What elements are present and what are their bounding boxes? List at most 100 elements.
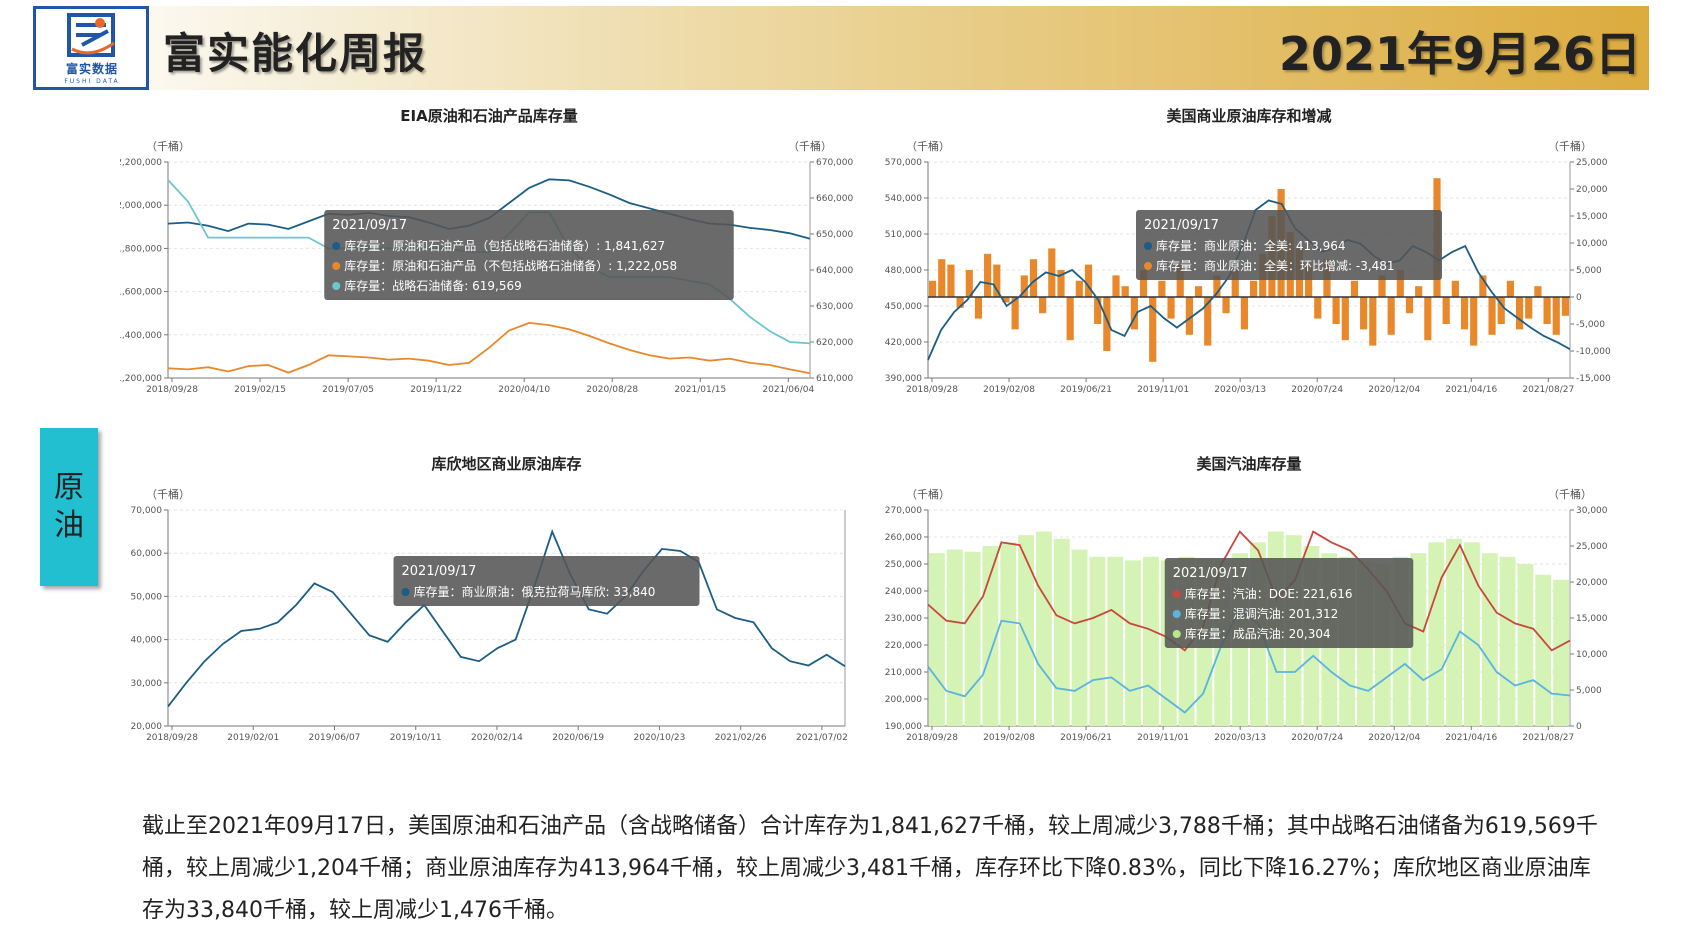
bar bbox=[1396, 270, 1404, 297]
bar bbox=[1167, 297, 1175, 319]
y-right-tick-label: 5,000 bbox=[1576, 686, 1602, 696]
bar bbox=[1018, 535, 1034, 726]
x-tick-label: 2021/01/15 bbox=[674, 385, 726, 395]
tooltip-marker-icon bbox=[332, 242, 341, 250]
x-tick-label: 2019/06/21 bbox=[1060, 385, 1112, 395]
x-tick-label: 2018/09/28 bbox=[906, 733, 958, 743]
tooltip-line: 库存量：原油和石油产品（包括战略石油储备）: 1,841,627 bbox=[344, 238, 665, 253]
bar bbox=[1424, 297, 1432, 341]
x-tick-label: 2020/10/23 bbox=[634, 733, 686, 743]
bar bbox=[1158, 280, 1166, 297]
chart-us-crude-inventory: 美国商业原油库存和增减 （千桶） （千桶） 390,000 420,000 450,000… bbox=[880, 100, 1620, 430]
tooltip-box bbox=[324, 210, 734, 300]
bar bbox=[1525, 297, 1533, 319]
y-right-tick-label: 610,000 bbox=[816, 374, 853, 384]
y-right-tick-label: 0 bbox=[1576, 293, 1582, 303]
bar bbox=[1194, 286, 1203, 297]
y-left-tick-label: 240,000 bbox=[885, 587, 922, 597]
bar bbox=[1341, 297, 1349, 341]
y-left-tick-label: 190,000 bbox=[885, 722, 922, 732]
y-right-tick-label: 620,000 bbox=[816, 338, 853, 348]
bar bbox=[1360, 297, 1368, 330]
left-axis-unit: （千桶） bbox=[146, 487, 190, 501]
y-left-tick-label: 420,000 bbox=[885, 338, 922, 348]
y-left-tick-label: 2,000,000 bbox=[120, 201, 162, 211]
x-tick-label: 2020/04/10 bbox=[498, 385, 550, 395]
x-tick-label: 2019/07/05 bbox=[322, 385, 374, 395]
y-right-tick-label: 10,000 bbox=[1576, 650, 1608, 660]
tooltip: 2021/09/17 库存量：商业原油：俄克拉荷马库欣: 33,840 bbox=[393, 556, 700, 606]
y-right-tick-label: 640,000 bbox=[816, 266, 853, 276]
tooltip-line: 库存量：混调汽油: 201,312 bbox=[1185, 606, 1338, 621]
bar bbox=[984, 253, 992, 297]
tooltip-line: 库存量：汽油：DOE: 221,616 bbox=[1185, 586, 1353, 601]
right-axis-unit: （千桶） bbox=[1548, 487, 1592, 501]
y-left-tick-label: 1,600,000 bbox=[120, 288, 162, 298]
bar bbox=[946, 549, 963, 726]
x-tick-label: 2020/03/13 bbox=[1214, 385, 1266, 395]
bar bbox=[1066, 297, 1074, 341]
bar bbox=[1561, 297, 1569, 316]
bar bbox=[1305, 264, 1313, 297]
y-right-tick-label: 10,000 bbox=[1576, 239, 1608, 249]
summary-paragraph: 截止至2021年09月17日，美国原油和石油产品（含战略储备）合计库存为1,84… bbox=[142, 814, 1598, 923]
y-left-tick-label: 230,000 bbox=[885, 614, 922, 624]
y-left-tick-label: 200,000 bbox=[885, 695, 922, 705]
bar bbox=[1222, 297, 1230, 314]
x-tick-label: 2020/12/04 bbox=[1368, 733, 1420, 743]
y-left-tick-label: 480,000 bbox=[885, 266, 922, 276]
tooltip: 2021/09/17 库存量：汽油：DOE: 221,616 库存量：混调汽油: 2… bbox=[1164, 558, 1414, 648]
report-title: 富实能化周报 bbox=[163, 29, 428, 78]
tooltip-marker-icon bbox=[1172, 610, 1181, 618]
tooltip-marker-icon bbox=[401, 588, 410, 596]
x-tick-label: 2020/07/24 bbox=[1291, 733, 1343, 743]
bar bbox=[1125, 560, 1141, 726]
y-left-tick-label: 540,000 bbox=[885, 194, 922, 204]
x-tick-label: 2020/02/14 bbox=[471, 733, 523, 743]
bar bbox=[1506, 280, 1514, 297]
tooltip: 2021/09/17 库存量：商业原油：全美: 413,964 库存量：商业原油：全… bbox=[1136, 210, 1442, 280]
bar bbox=[1075, 280, 1083, 297]
tooltip-date: 2021/09/17 bbox=[1144, 218, 1219, 233]
bar bbox=[1464, 542, 1480, 726]
x-tick-label: 2021/08/27 bbox=[1522, 733, 1574, 743]
bar bbox=[1029, 259, 1038, 297]
bar bbox=[1112, 275, 1120, 297]
tooltip-marker-icon bbox=[1172, 590, 1181, 598]
bar bbox=[1240, 297, 1248, 330]
tooltip: 2021/09/17 库存量：原油和石油产品（包括战略石油储备）: 1,841,6… bbox=[324, 210, 734, 300]
x-tick-label: 2019/02/01 bbox=[227, 733, 279, 743]
tooltip-box bbox=[1164, 558, 1414, 648]
bar bbox=[1515, 297, 1524, 330]
y-right-tick-label: 5,000 bbox=[1576, 266, 1602, 276]
tooltip-marker-icon bbox=[332, 262, 341, 270]
bar bbox=[1442, 297, 1450, 324]
bar bbox=[1011, 297, 1019, 330]
bar bbox=[1415, 286, 1423, 297]
series-line bbox=[167, 529, 846, 708]
x-tick-label: 2021/02/26 bbox=[715, 733, 767, 743]
bar bbox=[956, 297, 964, 308]
y-left-tick-label: 250,000 bbox=[885, 560, 922, 570]
y-left-tick-label: 390,000 bbox=[885, 374, 922, 384]
header-banner bbox=[33, 6, 1649, 90]
chart-title: 美国商业原油库存和增减 bbox=[1166, 107, 1331, 125]
x-tick-label: 2019/10/11 bbox=[390, 733, 442, 743]
left-axis-unit: （千桶） bbox=[906, 139, 950, 153]
bar bbox=[947, 264, 955, 297]
y-left-tick-label: 1,200,000 bbox=[120, 374, 162, 384]
series-line bbox=[927, 530, 1571, 652]
x-tick-label: 2021/06/04 bbox=[762, 385, 814, 395]
tooltip-line: 库存量：商业原油：全美: 413,964 bbox=[1156, 238, 1345, 253]
tooltip-line: 库存量：商业原油：全美：环比增减: -3,481 bbox=[1156, 258, 1395, 273]
x-tick-label: 2020/12/04 bbox=[1368, 385, 1420, 395]
bar bbox=[929, 553, 945, 726]
x-tick-label: 2019/02/08 bbox=[983, 733, 1035, 743]
logo-text: 富实数据 bbox=[65, 62, 118, 76]
bar bbox=[1048, 248, 1056, 297]
y-right-tick-label: 650,000 bbox=[816, 230, 853, 240]
tooltip-marker-icon bbox=[1144, 242, 1152, 250]
bar bbox=[1405, 297, 1414, 314]
bar bbox=[1517, 564, 1534, 726]
bar bbox=[1204, 297, 1212, 346]
